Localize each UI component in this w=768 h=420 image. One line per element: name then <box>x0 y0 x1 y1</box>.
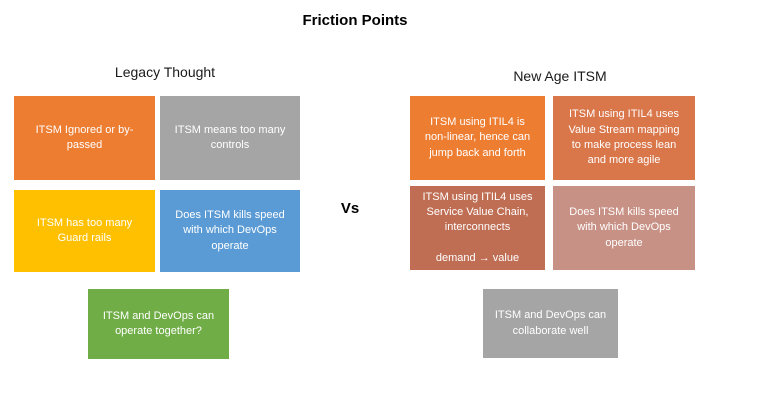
box-itsm-ignored: ITSM Ignored or by-passed <box>14 96 155 180</box>
box-operate-together: ITSM and DevOps can operate together? <box>88 289 229 359</box>
box-service-value-chain: ITSM using ITIL4 uses Service Value Chai… <box>410 186 545 270</box>
legacy-thought-heading: Legacy Thought <box>114 64 216 80</box>
box-itil4-nonlinear: ITSM using ITIL4 is non-linear, hence ca… <box>410 96 545 180</box>
box-kills-devops-speed-newage: Does ITSM kills speed with which DevOps … <box>553 186 695 270</box>
box-too-many-guard-rails: ITSM has too many Guard rails <box>14 190 155 272</box>
box-kills-devops-speed-legacy: Does ITSM kills speed with which DevOps … <box>160 190 300 272</box>
vs-label: Vs <box>340 200 360 217</box>
box-value-stream-mapping: ITSM using ITIL4 uses Value Stream mappi… <box>553 96 695 180</box>
box-too-many-controls: ITSM means too many controls <box>160 96 300 180</box>
box-collaborate-well: ITSM and DevOps can collaborate well <box>483 289 618 358</box>
diagram-title: Friction Points <box>302 12 408 29</box>
new-age-itsm-heading: New Age ITSM <box>513 68 607 84</box>
